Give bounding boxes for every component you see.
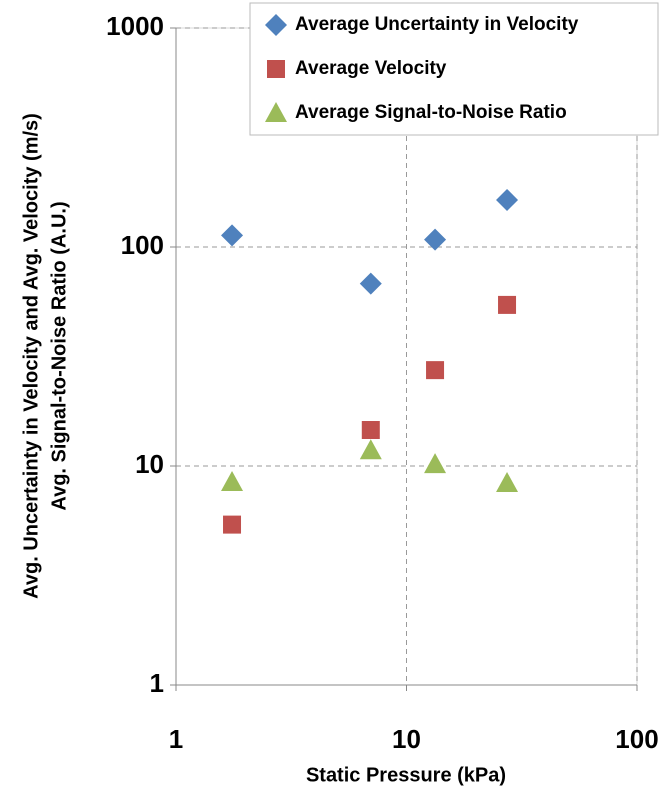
data-point <box>361 421 380 440</box>
y-axis-label: Avg. Uncertainty in Velocity and Avg. Ve… <box>20 113 42 599</box>
data-point <box>498 295 517 314</box>
y-tick-label: 1000 <box>106 11 164 41</box>
legend-label: Average Uncertainty in Velocity <box>295 14 579 35</box>
data-point <box>426 361 445 380</box>
legend-label: Average Signal-to-Noise Ratio <box>295 102 567 123</box>
legend <box>249 2 659 136</box>
x-tick-label: 10 <box>392 724 421 754</box>
y-axis-label: Avg. Signal-to-Noise Ratio (A.U.) <box>48 201 70 510</box>
y-tick-label: 100 <box>121 230 164 260</box>
legend-marker <box>267 60 285 78</box>
y-tick-label: 10 <box>135 449 164 479</box>
legend-marker <box>265 14 287 36</box>
data-point <box>359 439 382 460</box>
data-point <box>221 471 244 492</box>
data-point <box>359 272 382 295</box>
legend-label: Average Velocity <box>295 58 447 79</box>
data-point <box>496 188 519 211</box>
x-tick-label: 100 <box>615 724 658 754</box>
x-axis-label: Static Pressure (kPa) <box>306 764 506 786</box>
data-point <box>424 228 447 251</box>
data-point <box>424 453 447 474</box>
x-tick-label: 1 <box>169 724 183 754</box>
data-point <box>223 515 242 534</box>
y-tick-label: 1 <box>150 668 164 698</box>
data-point <box>496 472 519 493</box>
legend-marker <box>265 102 287 122</box>
data-point <box>221 224 244 247</box>
